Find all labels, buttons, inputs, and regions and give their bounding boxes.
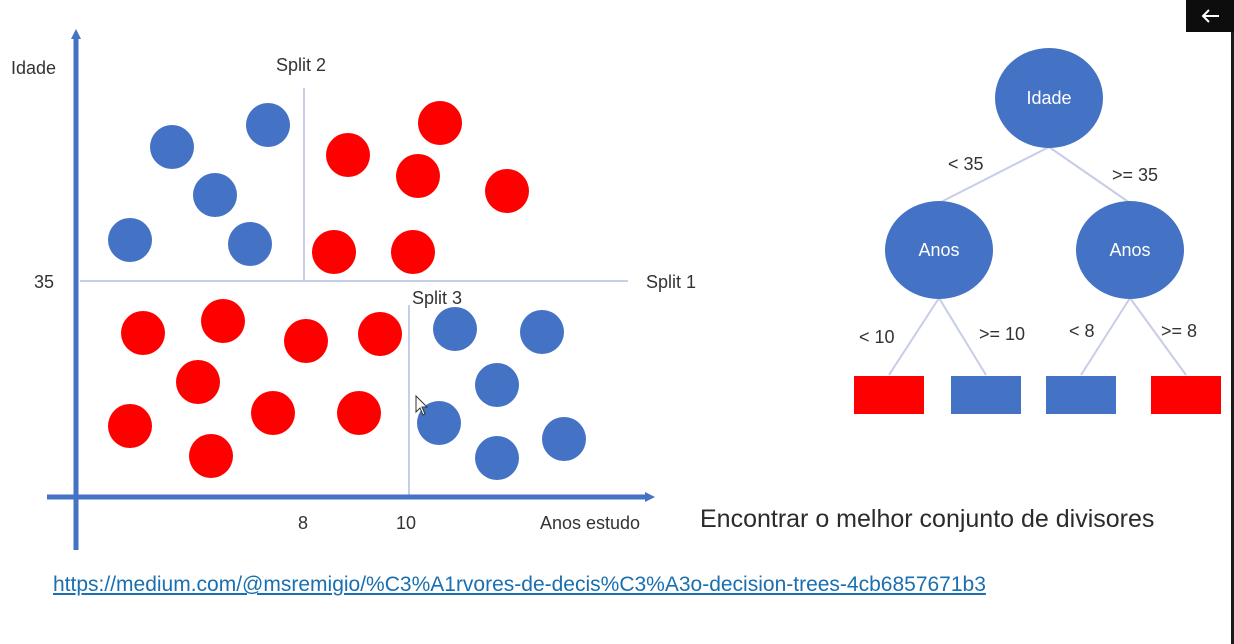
blue-point (433, 307, 477, 351)
tree-right-label: Anos (1109, 240, 1150, 260)
tree-edge (938, 297, 987, 376)
right-edge-bar (1231, 32, 1234, 644)
tree-left-node (885, 201, 993, 299)
tree-edge-label: >= 35 (1112, 165, 1158, 185)
blue-point (475, 436, 519, 480)
scatter-points (108, 101, 586, 480)
back-button[interactable] (1186, 0, 1234, 32)
split-2-label: Split 2 (276, 55, 326, 75)
y-tick-label: 35 (34, 272, 54, 292)
red-point (201, 299, 245, 343)
red-point (485, 169, 529, 213)
tree-left-label: Anos (918, 240, 959, 260)
red-point (251, 391, 295, 435)
source-link[interactable]: https://medium.com/@msremigio/%C3%A1rvor… (53, 573, 986, 596)
blue-point (542, 417, 586, 461)
red-point (108, 404, 152, 448)
red-point (391, 230, 435, 274)
tree-edge-label: < 10 (859, 327, 895, 347)
y-axis-label: Idade (11, 58, 56, 78)
blue-point (520, 310, 564, 354)
tree-leaf (854, 376, 924, 414)
tree-root-node (995, 48, 1103, 148)
tree-edge (1048, 146, 1131, 204)
tree-edge (1080, 297, 1131, 376)
caption: Encontrar o melhor conjunto de divisores (700, 505, 1154, 533)
red-point (284, 319, 328, 363)
split-3-label: Split 3 (412, 288, 462, 308)
blue-point (150, 125, 194, 169)
red-point (337, 391, 381, 435)
red-point (312, 230, 356, 274)
red-point (326, 133, 370, 177)
red-point (396, 154, 440, 198)
red-point (121, 311, 165, 355)
red-point (358, 312, 402, 356)
tree-leaf (1151, 376, 1221, 414)
tree-edge (888, 297, 940, 376)
tree-edge (938, 146, 1050, 204)
mouse-cursor-icon (415, 394, 429, 416)
tree-edge-label: < 35 (948, 154, 984, 174)
split-1-label: Split 1 (646, 272, 696, 292)
tree-edge-label: >= 8 (1161, 321, 1197, 341)
x-tick-label: 8 (298, 513, 308, 533)
arrow-left-icon (1201, 9, 1219, 23)
tree-leaf (951, 376, 1021, 414)
blue-point (228, 222, 272, 266)
tree-edge-label: < 8 (1069, 321, 1095, 341)
tree-leaf (1046, 376, 1116, 414)
blue-point (193, 173, 237, 217)
x-axis-label: Anos estudo (540, 513, 640, 533)
tree-edge-label: >= 10 (979, 324, 1025, 344)
red-point (189, 434, 233, 478)
x-tick-label: 10 (396, 513, 416, 533)
red-point (176, 360, 220, 404)
blue-point (475, 363, 519, 407)
blue-point (108, 218, 152, 262)
tree-edge (1129, 297, 1187, 376)
blue-point (417, 401, 461, 445)
tree-root-label: Idade (1026, 88, 1071, 108)
tree-right-node (1076, 201, 1184, 299)
red-point (418, 101, 462, 145)
blue-point (246, 103, 290, 147)
